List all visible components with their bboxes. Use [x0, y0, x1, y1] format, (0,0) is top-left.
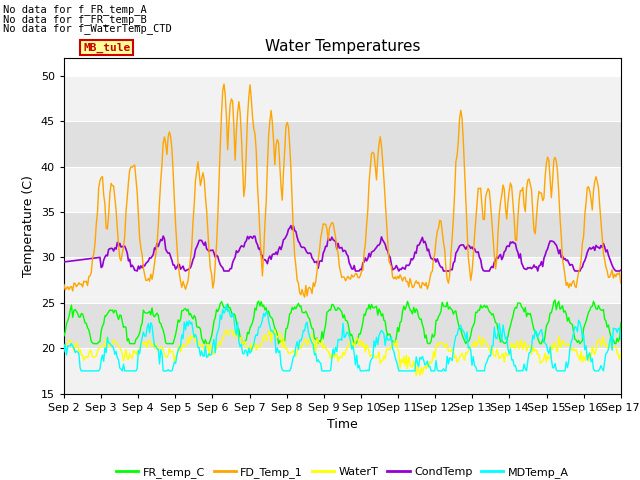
Legend: FR_temp_C, FD_Temp_1, WaterT, CondTemp, MDTemp_A: FR_temp_C, FD_Temp_1, WaterT, CondTemp, … [111, 462, 573, 480]
Title: Water Temperatures: Water Temperatures [265, 39, 420, 54]
Text: No data for f_FR_temp_B: No data for f_FR_temp_B [3, 13, 147, 24]
Bar [64, 121, 621, 167]
X-axis label: Time: Time [327, 418, 358, 431]
Bar [64, 76, 621, 121]
Bar [64, 257, 621, 303]
Bar [64, 348, 621, 394]
Text: No data for f_WaterTemp_CTD: No data for f_WaterTemp_CTD [3, 23, 172, 34]
Bar [64, 167, 621, 212]
Text: MB_tule: MB_tule [83, 42, 131, 53]
Bar [64, 212, 621, 257]
Y-axis label: Temperature (C): Temperature (C) [22, 175, 35, 276]
Bar [64, 303, 621, 348]
Text: No data for f_FR_temp_A: No data for f_FR_temp_A [3, 4, 147, 15]
